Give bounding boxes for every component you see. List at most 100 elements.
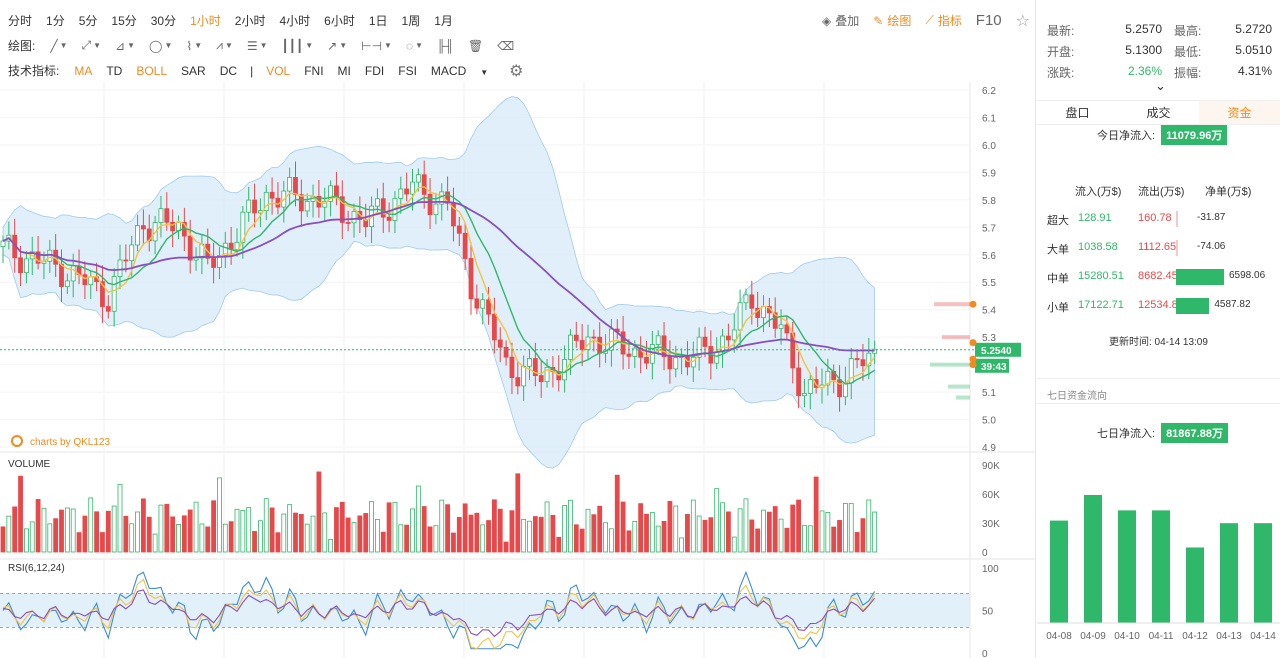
volume-bar [848,503,854,553]
tab-funds[interactable]: 资金 [1199,101,1280,124]
period-tab[interactable]: 2小时 [234,14,266,28]
period-tab[interactable]: 15分 [111,14,137,28]
candle-body [263,191,269,212]
divider [1037,378,1280,379]
volume-profile-bar [956,395,970,400]
indicator-fdi[interactable]: FDI [364,63,385,78]
rsi-label: RSI(6,12,24) [8,563,65,574]
seven-day-label: 七日净流入: [1097,428,1156,440]
tab-trades[interactable]: 成交 [1146,106,1171,120]
indicator-td[interactable]: TD [106,63,123,78]
alert-marker [969,300,977,308]
period-tab[interactable]: 分时 [8,14,33,28]
volume-bar [491,499,497,553]
fibonacci-tool[interactable]: ☰ ▼ [240,39,275,53]
volume-bar [649,512,655,553]
gann-tool[interactable]: ┃┃┃ ▼ [275,39,321,53]
volume-bar [187,509,193,553]
measure-tool[interactable]: ⊢⊣ ▼ [354,39,399,53]
measure-icon: ⊢⊣ [361,38,383,53]
high-label: 最高: [1174,24,1202,38]
period-tab[interactable]: 1月 [434,14,453,28]
candle-body [105,306,111,312]
candle-body [731,329,737,341]
candle-body [398,188,404,199]
overlay-label: 叠加 [835,14,860,28]
period-tab[interactable]: 30分 [150,14,177,28]
candle-body [334,185,339,198]
text-tool[interactable]: ◌ ▼ [399,39,430,53]
eraser-tool[interactable]: ⌫ [490,39,521,53]
indicator-dc[interactable]: DC [219,63,238,78]
gear-icon[interactable]: ⚙ [509,62,524,80]
volume-bar [6,515,12,553]
ray-tool[interactable]: ⤢ ▼ [75,38,109,53]
period-tab[interactable]: 5分 [78,14,98,28]
wave-tool[interactable]: ⩘ ▼ [209,38,240,53]
flow-net: -74.06 [1197,241,1226,252]
volume-tick: 0 [982,548,988,559]
candle-body [339,196,345,223]
chart-actions: ◈ 叠加 ✎ 绘图 ⟋ 指标 F10 ☆ [822,11,1030,31]
candle-tool[interactable]: ╟╢ [430,39,461,53]
candle-body [784,324,790,334]
f10-button[interactable]: F10 [975,12,1002,29]
period-tab-active[interactable]: 1小时 [190,14,221,28]
delete-tool[interactable]: 🗑 [461,39,490,53]
overlay-button[interactable]: ◈ 叠加 [822,12,859,29]
flow-name: 大单 [1047,244,1069,256]
candle-body [252,199,257,214]
period-tab[interactable]: 1周 [401,14,421,28]
period-tab[interactable]: 4小时 [279,14,311,28]
candle-body [269,191,275,199]
line-tool[interactable]: ╱ ▼ [43,39,74,53]
rsi-tick: 0 [982,649,988,658]
indicator-sar[interactable]: SAR [181,63,206,78]
volume-bar [64,507,70,553]
candle-body [456,225,462,234]
volume-bar [468,514,474,553]
flow-in: 1038.58 [1078,241,1118,253]
price-tick: 5.6 [982,251,996,262]
col-out: 流出(万$) [1138,186,1185,198]
candlestick-icon: ╟╢ [437,38,455,53]
indicator-mi[interactable]: MI [337,63,351,78]
candle-body [18,257,23,274]
period-tab[interactable]: 1日 [368,14,388,28]
period-tab[interactable]: 6小时 [324,14,355,28]
indicator-button[interactable]: ⟋ 指标 [925,12,961,29]
indicator-fni[interactable]: FNI [304,63,324,78]
amplitude-label: 振幅: [1174,66,1202,80]
indicator-fsi[interactable]: FSI [398,63,417,78]
candle-body [655,335,661,345]
tab-orderbook[interactable]: 盘口 [1065,106,1090,120]
draw-button[interactable]: ✎ 绘图 [873,12,911,29]
indicator-boll[interactable]: BOLL [136,63,168,78]
volume-bar [527,520,532,553]
flow-row: 小单 17122.71 12534.89 4587.82 [1047,298,1277,315]
volume-bar [854,532,860,553]
flow-row: 中单 15280.51 8682.45 6598.06 [1047,269,1277,286]
volume-bar [702,519,708,553]
volume-bar [538,516,544,553]
candle-body [497,339,503,348]
star-icon[interactable]: ☆ [1015,12,1030,30]
period-tab[interactable]: 1分 [46,14,65,28]
pattern-tool[interactable]: ⌇ ▼ [179,39,209,53]
indicator-vol[interactable]: VOL [266,63,291,78]
indicator-macd[interactable]: MACD [430,63,467,78]
candle-body [0,240,6,247]
more-indicators-dropdown[interactable]: ▼ [473,64,495,78]
candlestick-chart[interactable]: 6.26.16.05.95.85.75.65.55.45.35.25.15.04… [0,82,1036,658]
volume-bar [679,537,684,553]
seven-day-bar [1050,520,1068,623]
channel-tool[interactable]: ⊿ ▼ [108,39,142,53]
volume-bar [866,499,872,553]
arrow-tool[interactable]: ↗ ▼ [320,39,354,53]
circle-tool[interactable]: ◯ ▼ [142,39,179,53]
candle-body [778,324,784,329]
indicator-ma[interactable]: MA [74,63,93,78]
chevron-down-icon[interactable]: ⌄ [1155,78,1166,93]
flow-row: 大单 1038.58 1112.65 -74.06 [1047,240,1277,257]
candle-body [702,336,708,347]
